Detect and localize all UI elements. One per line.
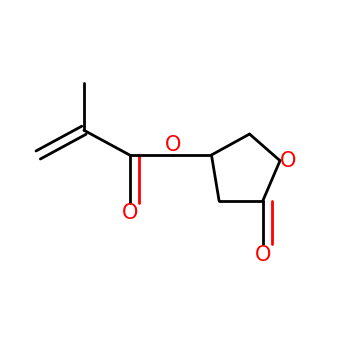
Text: O: O <box>165 135 182 155</box>
Text: O: O <box>279 151 296 171</box>
Text: O: O <box>255 245 271 265</box>
Text: O: O <box>121 203 138 223</box>
